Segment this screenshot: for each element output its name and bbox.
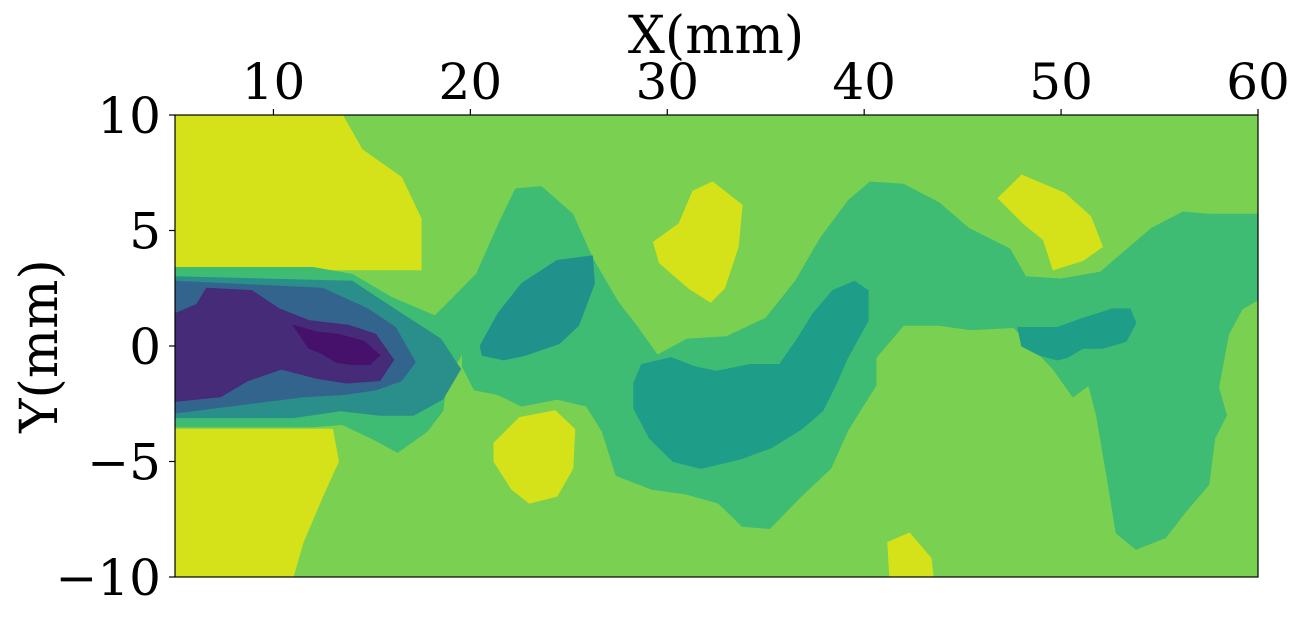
x-tick-label: 60 <box>1226 53 1290 111</box>
y-tick-label: −5 <box>87 434 161 492</box>
y-axis-label: Y(mm) <box>10 259 70 434</box>
x-tick-label: 10 <box>242 53 306 111</box>
contour-region-purple-core-outer <box>175 287 395 402</box>
contour-regions <box>175 115 1258 577</box>
contour-region-purple-core-inner <box>292 324 381 365</box>
contour-region-green-band-main <box>175 181 1258 550</box>
contour-region-yellow-blob-31 <box>653 181 743 303</box>
x-tick-label: 30 <box>635 53 699 111</box>
contour-region-teal-blob-center <box>633 280 869 469</box>
y-axis-ticks: 10 5 0 −5 −10 <box>55 87 175 607</box>
contour-region-yellow-blob-42 <box>887 532 934 577</box>
contour-region-teal-blob-24 <box>479 255 595 361</box>
x-axis-ticks: 10 20 30 40 50 60 <box>242 53 1290 115</box>
x-tick-label: 50 <box>1029 53 1093 111</box>
contour-region-teal-blob-right <box>1017 308 1137 361</box>
y-tick-label: 10 <box>97 87 161 145</box>
y-tick-label: 5 <box>129 203 161 261</box>
x-tick-label: 20 <box>439 53 503 111</box>
x-axis-label: X(mm) <box>628 6 804 66</box>
y-tick-label: −10 <box>55 549 161 607</box>
y-tick-label: 0 <box>129 318 161 376</box>
x-tick-label: 40 <box>832 53 896 111</box>
contour-region-yellow-blob-24 <box>493 410 576 504</box>
contour-region-yellow-blob-48 <box>997 174 1103 271</box>
contour-region-yellow-lower-left <box>175 428 339 577</box>
